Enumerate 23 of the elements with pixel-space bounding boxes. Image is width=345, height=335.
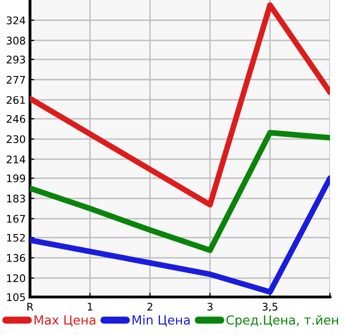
y-tick-label: 183 (7, 194, 25, 203)
y-tick-label: 308 (6, 36, 26, 45)
y-tick-label: 230 (6, 135, 26, 144)
y-tick-label: 261 (6, 96, 25, 104)
x-tick-label: 3,5 (262, 302, 278, 312)
x-tick-label: 3 (207, 302, 212, 311)
y-tick-label: 246 (6, 115, 26, 123)
y-tick-label: 214 (6, 155, 26, 164)
legend-label: Min Цена (132, 315, 190, 326)
y-tick-label: 105 (7, 293, 25, 302)
y-tick-label: 277 (6, 76, 25, 84)
x-tick-label: 2 (147, 302, 152, 310)
x-tick-label: 1 (88, 302, 92, 310)
y-tick-label: 167 (7, 214, 25, 223)
y-tick-label: 199 (7, 174, 26, 182)
y-tick-label: 293 (6, 56, 25, 64)
legend-label: Max Цена (34, 315, 96, 326)
y-tick-label: 324 (6, 16, 26, 24)
y-tick-label: 136 (7, 254, 26, 262)
x-tick-label: R (27, 302, 34, 310)
legend-label: Сред.Цена, т.йен (226, 315, 338, 328)
y-tick-label: 120 (7, 274, 26, 282)
y-tick-label: 152 (7, 234, 25, 242)
